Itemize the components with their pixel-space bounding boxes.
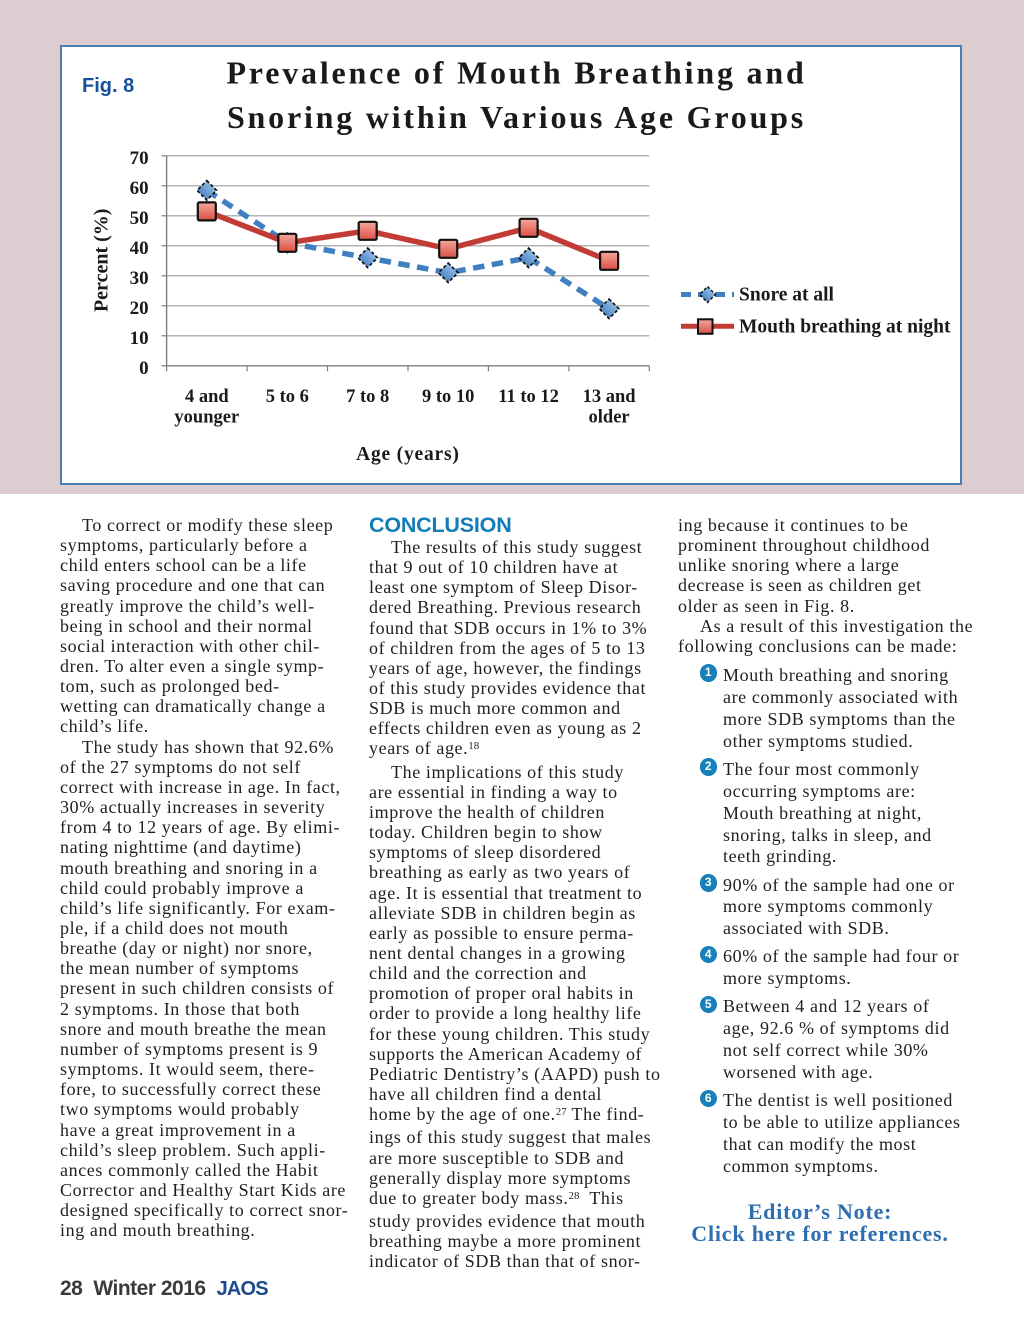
svg-text:Prevalence of Mouth Breathing: Prevalence of Mouth Breathing and — [226, 55, 806, 91]
svg-text:40: 40 — [130, 238, 149, 259]
svg-text:Percent (%): Percent (%) — [91, 209, 113, 312]
svg-text:30: 30 — [130, 268, 149, 289]
svg-text:5 to 6: 5 to 6 — [266, 387, 309, 407]
svg-text:Snoring within Various Age Gro: Snoring within Various Age Groups — [227, 99, 806, 135]
svg-text:Snore at all: Snore at all — [739, 285, 835, 306]
svg-text:70: 70 — [130, 148, 149, 169]
svg-text:4 and: 4 and — [185, 387, 229, 407]
svg-text:9 to 10: 9 to 10 — [422, 387, 474, 407]
svg-text:Mouth breathing at night: Mouth breathing at night — [739, 316, 951, 337]
svg-text:60: 60 — [130, 178, 149, 199]
svg-text:0: 0 — [139, 358, 149, 379]
svg-text:50: 50 — [130, 208, 149, 229]
svg-text:10: 10 — [130, 328, 149, 349]
svg-text:older: older — [589, 408, 630, 428]
svg-text:7 to 8: 7 to 8 — [346, 387, 389, 407]
svg-text:11 to 12: 11 to 12 — [498, 387, 559, 407]
svg-text:Age (years): Age (years) — [356, 444, 460, 465]
svg-text:younger: younger — [174, 408, 239, 428]
svg-text:13 and: 13 and — [583, 387, 637, 407]
svg-text:20: 20 — [130, 298, 149, 319]
svg-text:Fig. 8: Fig. 8 — [82, 75, 134, 97]
